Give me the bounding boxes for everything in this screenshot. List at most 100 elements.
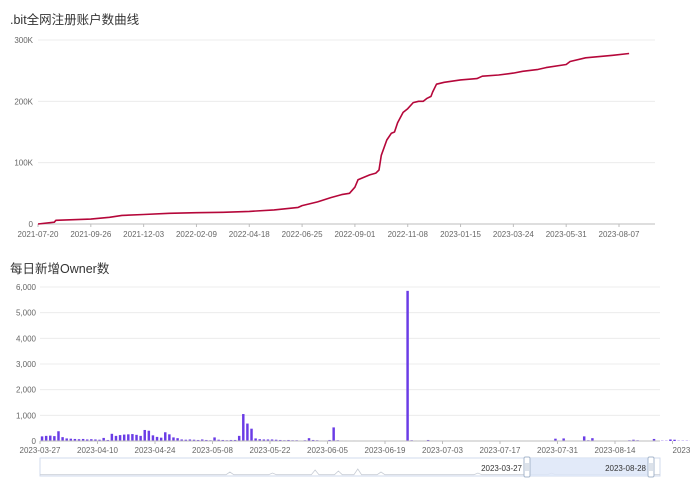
bar[interactable]	[102, 437, 105, 441]
x-tick-label: 2021-07-20	[18, 230, 59, 239]
bar[interactable]	[172, 437, 175, 441]
y-tick-label: 300K	[14, 36, 33, 45]
bar[interactable]	[114, 435, 118, 441]
bar[interactable]	[94, 439, 97, 441]
bar[interactable]	[65, 438, 68, 441]
bar[interactable]	[188, 439, 192, 441]
bar[interactable]	[106, 439, 109, 441]
bar[interactable]	[110, 433, 114, 441]
bar[interactable]	[180, 439, 183, 441]
bar[interactable]	[192, 439, 196, 441]
bar[interactable]	[221, 439, 224, 441]
bar[interactable]	[582, 436, 586, 441]
bar[interactable]	[81, 438, 85, 441]
bar[interactable]	[135, 434, 138, 441]
bar[interactable]	[287, 439, 290, 441]
x-tick-label: 2022-06-25	[282, 230, 323, 239]
bar[interactable]	[237, 435, 241, 441]
bar[interactable]	[40, 436, 44, 441]
bar[interactable]	[53, 436, 56, 441]
bar[interactable]	[44, 435, 48, 441]
bar[interactable]	[213, 437, 216, 441]
bar[interactable]	[57, 431, 60, 441]
datazoom-selection[interactable]	[527, 458, 651, 476]
bar[interactable]	[155, 436, 159, 441]
bar[interactable]	[250, 428, 253, 441]
bar[interactable]	[233, 439, 237, 441]
series-line[interactable]	[37, 52, 630, 225]
bar[interactable]	[205, 439, 208, 441]
x-tick-label: 2023-05-31	[546, 230, 587, 239]
bar[interactable]	[184, 439, 188, 441]
bar[interactable]	[201, 439, 204, 441]
bar[interactable]	[176, 438, 179, 441]
bar[interactable]	[591, 438, 594, 441]
x-tick-label: 2023-06-19	[365, 446, 406, 455]
bar[interactable]	[143, 429, 146, 441]
x-tick-label: 2023-08-28	[673, 446, 690, 455]
bar[interactable]	[258, 439, 261, 441]
bar[interactable]	[307, 438, 311, 441]
chart-title-daily-new-owners: 每日新增Owner数	[10, 262, 110, 276]
bar[interactable]	[406, 290, 409, 441]
x-tick-label: 2021-09-26	[70, 230, 111, 239]
x-tick-label: 2023-08-07	[599, 230, 640, 239]
bar[interactable]	[217, 439, 220, 441]
y-tick-label: 1,000	[16, 411, 37, 420]
bar[interactable]	[164, 432, 167, 441]
bar[interactable]	[279, 439, 282, 441]
bar[interactable]	[122, 434, 126, 441]
x-tick-label: 2023-07-31	[537, 446, 578, 455]
x-tick-label: 2023-03-27	[20, 446, 61, 455]
y-tick-label: 2,000	[16, 386, 37, 395]
bar[interactable]	[90, 439, 93, 441]
bar[interactable]	[159, 437, 163, 441]
datazoom-start-label: 2023-03-27	[481, 464, 522, 473]
y-tick-label: 200K	[14, 97, 33, 106]
bar[interactable]	[118, 435, 122, 441]
datazoom-track[interactable]	[39, 457, 661, 477]
bar[interactable]	[69, 438, 73, 441]
bar[interactable]	[139, 435, 142, 441]
y-tick-label: 5,000	[16, 309, 37, 318]
bar[interactable]	[131, 434, 134, 441]
datazoom-end-handle[interactable]	[647, 456, 655, 478]
bar[interactable]	[196, 439, 200, 441]
bar[interactable]	[86, 439, 89, 441]
bar[interactable]	[246, 423, 249, 441]
bar[interactable]	[632, 439, 635, 441]
bar[interactable]	[262, 439, 266, 441]
bar[interactable]	[311, 439, 315, 441]
bar[interactable]	[147, 430, 151, 441]
bar[interactable]	[669, 439, 672, 441]
datazoom-end-label: 2023-08-28	[605, 464, 646, 473]
bar[interactable]	[49, 435, 52, 441]
bar[interactable]	[266, 439, 270, 441]
x-tick-label: 2023-04-10	[77, 446, 118, 455]
bar[interactable]	[168, 434, 171, 441]
y-tick-label: 4,000	[16, 334, 37, 343]
bar[interactable]	[426, 439, 430, 441]
bar[interactable]	[242, 414, 245, 441]
bar[interactable]	[73, 438, 77, 441]
x-tick-label: 2022-11-08	[388, 230, 429, 239]
y-tick-label: 3,000	[16, 360, 37, 369]
bar[interactable]	[98, 439, 101, 441]
bar[interactable]	[229, 439, 233, 441]
bar[interactable]	[254, 438, 257, 441]
bar[interactable]	[270, 439, 274, 441]
bar[interactable]	[332, 427, 335, 441]
bar[interactable]	[562, 438, 565, 441]
bar[interactable]	[274, 439, 278, 441]
datazoom-start-handle[interactable]	[523, 456, 531, 478]
bar[interactable]	[652, 438, 656, 441]
bar[interactable]	[127, 434, 130, 441]
y-tick-label: 0	[32, 437, 37, 446]
bar[interactable]	[673, 439, 676, 441]
bar[interactable]	[328, 439, 331, 441]
bar[interactable]	[77, 439, 81, 441]
x-tick-label: 2022-09-01	[334, 230, 375, 239]
bar[interactable]	[554, 438, 557, 441]
bar[interactable]	[61, 437, 64, 441]
bar[interactable]	[151, 435, 155, 441]
